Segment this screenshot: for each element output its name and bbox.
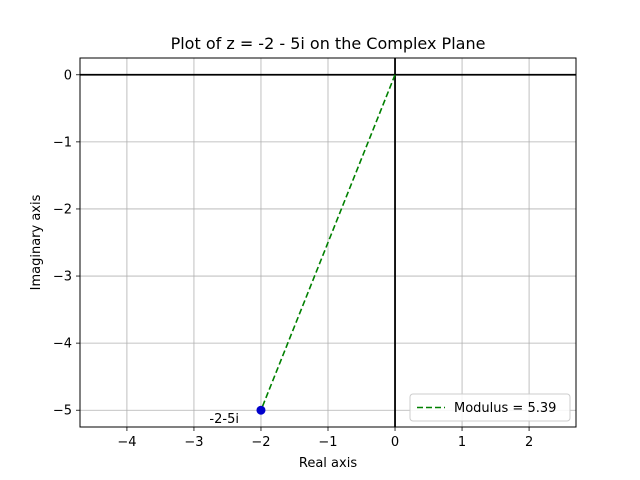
legend-box — [409, 393, 571, 422]
y-tick-label: 0 — [64, 68, 72, 83]
legend-label: Modulus = 5.39 — [454, 401, 556, 416]
y-tick-label: −3 — [53, 270, 72, 285]
y-tick-label: −2 — [53, 202, 72, 217]
x-tick-label: −2 — [251, 435, 270, 450]
point-layer: -2-5i — [209, 405, 266, 427]
ticks: −4 −3 −2 −1 0 1 2 0 −1 −2 −3 −4 −5 — [53, 68, 533, 450]
reference-lines — [80, 58, 576, 427]
point-label: -2-5i — [209, 412, 239, 427]
x-tick-label: −1 — [318, 435, 337, 450]
legend: Modulus = 5.39 — [409, 393, 571, 422]
modulus-line — [260, 74, 396, 411]
x-tick-label: 1 — [458, 435, 466, 450]
series-layer — [260, 74, 396, 411]
y-tick-label: −5 — [53, 404, 72, 419]
x-tick-label: 2 — [525, 435, 533, 450]
x-tick-label: 0 — [391, 435, 399, 450]
y-tick-label: −4 — [53, 337, 72, 352]
y-tick-label: −1 — [53, 135, 72, 150]
x-tick-label: −4 — [117, 435, 136, 450]
chart-title: Plot of z = -2 - 5i on the Complex Plane — [171, 34, 486, 53]
x-axis-label: Real axis — [299, 456, 357, 471]
x-tick-label: −3 — [184, 435, 203, 450]
point-marker — [256, 405, 266, 415]
y-axis-label: Imaginary axis — [29, 194, 44, 290]
